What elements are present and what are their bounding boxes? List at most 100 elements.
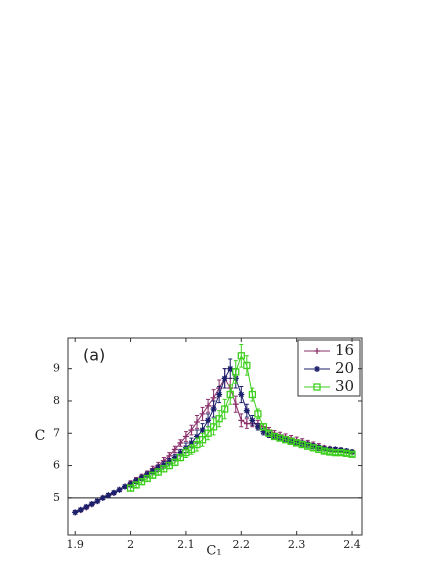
error-bar (195, 437, 200, 452)
data-point (314, 348, 320, 354)
x-tick-label: 2.3 (288, 538, 306, 551)
error-bar (178, 453, 183, 462)
data-point (243, 407, 250, 414)
data-point (249, 417, 256, 424)
error-bar (222, 398, 227, 420)
y-tick-label: 5 (53, 491, 60, 504)
error-bar (217, 410, 222, 428)
data-point (204, 429, 212, 437)
data-point (198, 436, 207, 444)
error-bar (344, 450, 349, 456)
data-point (110, 489, 117, 496)
data-point (205, 417, 212, 424)
data-point (177, 449, 184, 456)
data-point (194, 433, 201, 440)
data-point (199, 427, 206, 434)
legend-label: 30 (335, 377, 354, 395)
data-point (221, 375, 228, 382)
data-point (193, 440, 201, 449)
data-point (314, 366, 320, 372)
error-bar (327, 449, 332, 455)
data-point (182, 433, 189, 440)
data-point (133, 478, 140, 485)
data-point (144, 471, 151, 478)
data-point (160, 461, 167, 468)
data-point (248, 390, 257, 399)
data-point (138, 474, 145, 481)
data-point (171, 454, 178, 461)
y-axis-label: C (35, 428, 46, 444)
error-bar (322, 448, 327, 454)
data-point (199, 410, 206, 417)
error-bar (206, 426, 211, 441)
data-point (99, 494, 106, 501)
data-point (105, 492, 112, 499)
data-point (171, 446, 178, 453)
data-point (171, 458, 179, 466)
error-bar (244, 355, 249, 376)
error-bar (338, 450, 343, 456)
data-point (238, 391, 245, 398)
x-tick-label: 2 (127, 538, 134, 551)
data-point (116, 486, 123, 493)
data-point (188, 439, 195, 446)
data-point (176, 453, 185, 462)
legend-label: 20 (335, 359, 354, 377)
error-bar (211, 418, 216, 436)
data-point (77, 506, 84, 513)
y-tick-label: 7 (53, 426, 60, 439)
error-bar (333, 450, 338, 456)
data-point (94, 498, 101, 505)
x-axis-label: C₁ (206, 544, 221, 559)
error-bar (250, 387, 255, 402)
data-point (243, 361, 251, 370)
data-point (232, 368, 240, 376)
data-point (254, 423, 261, 430)
data-point (88, 500, 95, 507)
data-point (348, 450, 356, 458)
data-point (187, 445, 196, 454)
data-point (83, 503, 90, 510)
data-point (194, 418, 201, 425)
data-point (188, 427, 195, 434)
error-bar (172, 458, 177, 467)
x-tick-label: 2.4 (343, 538, 361, 551)
error-bar (239, 343, 244, 368)
data-point (259, 423, 268, 431)
data-point (155, 465, 162, 472)
x-tick-label: 2.2 (233, 538, 251, 551)
y-tick-label: 6 (53, 459, 60, 472)
data-point (205, 402, 212, 409)
y-tick-label: 8 (53, 394, 60, 407)
data-point (149, 468, 156, 475)
data-point (313, 383, 321, 391)
data-point (216, 391, 223, 398)
error-bar (200, 432, 205, 447)
y-tick-label: 9 (53, 362, 60, 375)
x-tick-label: 2.1 (177, 538, 195, 551)
annotation: (a) (83, 346, 105, 365)
data-point (232, 401, 239, 408)
data-point (122, 483, 129, 490)
data-point (238, 417, 245, 424)
data-point (72, 509, 79, 516)
data-point (166, 452, 173, 459)
data-point (215, 415, 223, 423)
data-point (210, 394, 217, 401)
data-point (177, 439, 184, 446)
x-tick-label: 1.9 (66, 538, 84, 551)
data-point (243, 420, 250, 427)
data-point (237, 352, 245, 360)
data-point (209, 423, 218, 431)
data-point (127, 481, 134, 488)
data-point (260, 428, 267, 435)
data-point (226, 390, 234, 399)
legend-label: 16 (335, 341, 354, 359)
error-bar (228, 384, 233, 405)
error-bar (350, 451, 355, 457)
data-point (166, 458, 173, 465)
data-point (221, 405, 229, 413)
data-point (254, 410, 262, 418)
